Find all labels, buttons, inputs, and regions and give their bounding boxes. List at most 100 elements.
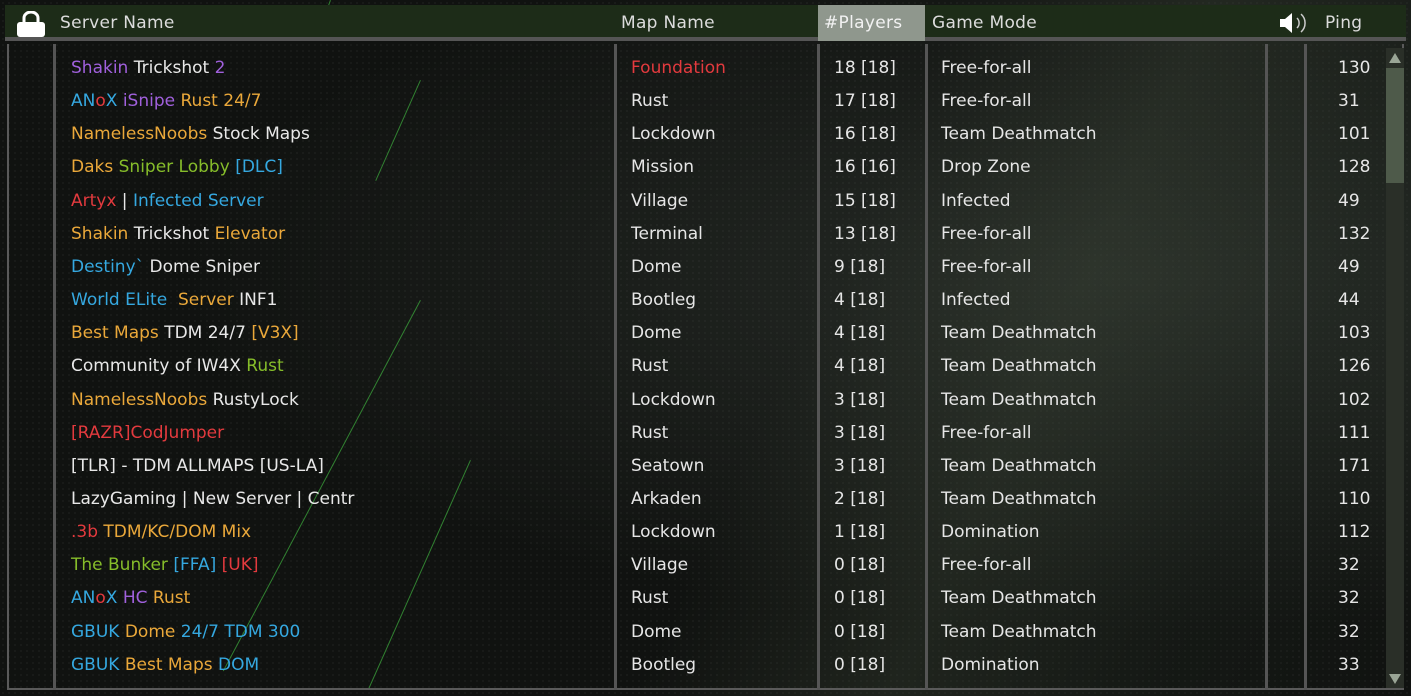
server-row[interactable]: [TLR] - TDM ALLMAPS [US-LA] Seatown 3 [18]… [0,450,1411,483]
server-name: Community of IW4X Rust [71,350,284,383]
server-name-segment: Community of IW4X [71,356,247,377]
server-row[interactable]: LazyGaming | New Server | Centr Arkaden 2 … [0,483,1411,516]
ping-value: 49 [1338,256,1360,277]
server-row[interactable]: Community of IW4X Rust Rust 4 [18] Team Dea… [0,350,1411,383]
game-mode: Free-for-all [941,58,1032,78]
server-row[interactable]: The Bunker [FFA] [UK] Village 0 [18] Free-f… [0,549,1411,582]
server-name-segment: 2 [214,58,226,78]
server-name-segment: Trickshot [133,223,215,244]
game-mode: Team Deathmatch [941,124,1097,145]
ping-value: 101 [1338,124,1371,145]
header-game-mode[interactable]: Game Mode [932,13,1038,33]
map-name: Bootleg [631,654,697,675]
server-name: The Bunker [FFA] [UK] [71,549,258,582]
column-divider [614,44,617,690]
server-name-segment: Dome [124,621,181,642]
game-mode: Free-for-all [941,555,1032,576]
game-mode: Free-for-all [941,91,1032,112]
server-name-segment: TDM/KC/DOM Mix [103,522,252,543]
server-row[interactable]: Destiny` Dome Sniper Dome 9 [18] Free-for-a… [0,251,1411,284]
server-name: Shakin Trickshot Elevator [71,218,285,251]
server-name-segment: RustyLock [212,389,299,410]
server-row[interactable]: [RAZR]CodJumper Rust 3 [18] Free-for-all 111 [0,417,1411,450]
server-row[interactable]: Best Maps TDM 24/7 [V3X] Dome 4 [18] Team D… [0,317,1411,350]
server-row[interactable]: Shakin Trickshot Elevator Terminal 13 [18]… [0,218,1411,251]
ping-value: 132 [1338,223,1371,244]
server-name-segment: X [105,588,123,609]
server-name-segment: Daks [71,157,119,178]
player-count: 4 [18] [834,356,886,377]
game-mode: Team Deathmatch [941,356,1097,377]
server-name: World ELite Server INF1 [71,284,277,317]
server-name: Best Maps TDM 24/7 [V3X] [71,317,299,350]
scrollbar-thumb[interactable] [1386,68,1404,183]
game-mode: Domination [941,522,1040,543]
server-name-segment: Shakin [71,223,134,244]
map-name: Arkaden [631,488,702,509]
server-name-segment: Infected Server [132,190,264,211]
ping-value: 126 [1338,356,1371,377]
ping-value: 102 [1338,389,1371,410]
server-name-segment: Rust [152,588,191,609]
player-count: 4 [18] [834,290,886,311]
map-name: Lockdown [631,522,716,543]
ping-value: 130 [1338,58,1371,78]
ping-value: 33 [1338,654,1360,675]
scroll-up-icon[interactable] [1389,53,1401,63]
player-count: 15 [18] [834,190,896,211]
server-name-segment: Rust 24/7 [180,91,262,112]
server-row[interactable]: NamelessNoobs Stock Maps Lockdown 16 [18] T… [0,118,1411,151]
game-mode: Team Deathmatch [941,389,1097,410]
server-name: GBUK Best Maps DOM [71,649,259,682]
server-name-segment: Server [178,290,240,311]
server-name: ANoX iSnipe Rust 24/7 [71,85,261,118]
ping-value: 32 [1338,621,1360,642]
player-count: 3 [18] [834,455,886,476]
map-name: Foundation [631,58,726,78]
map-name: Village [631,555,689,576]
ping-value: 110 [1338,488,1371,509]
scroll-down-icon[interactable] [1389,674,1401,684]
header-players[interactable]: #Players [818,5,925,41]
server-name-segment: HC [122,588,153,609]
server-row[interactable]: Daks Sniper Lobby [DLC] Mission 16 [16] Dro… [0,151,1411,184]
player-count: 13 [18] [834,223,896,244]
ping-value: 49 [1338,190,1360,211]
player-count: 0 [18] [834,654,886,675]
server-row[interactable]: Artyx | Infected Server Village 15 [18] Inf… [0,185,1411,218]
server-name: GBUK Dome 24/7 TDM 300 [71,616,300,649]
scrollbar[interactable] [1386,48,1404,688]
map-name: Terminal [631,223,703,244]
player-count: 16 [18] [834,124,896,145]
server-name-segment: NamelessNoobs [71,389,213,410]
header-server-name[interactable]: Server Name [60,13,175,33]
server-name-segment: o [95,588,106,609]
server-name-segment: NamelessNoobs [71,124,213,145]
server-name-segment: Best Maps [124,654,219,675]
player-count: 3 [18] [834,389,886,410]
server-row[interactable]: World ELite Server INF1 Bootleg 4 [18] Infe… [0,284,1411,317]
server-row[interactable]: ANoX HC Rust Rust 0 [18] Team Deathmatch 32 [0,582,1411,615]
server-row[interactable]: GBUK Best Maps DOM Bootleg 0 [18] Dominatio… [0,649,1411,682]
header-ping[interactable]: Ping [1325,13,1363,33]
header-map-name[interactable]: Map Name [621,13,715,33]
lock-icon[interactable] [16,11,46,37]
server-name-segment: GBUK [71,621,125,642]
game-mode: Free-for-all [941,422,1032,443]
server-name-segment: Sniper Lobby [118,157,236,178]
server-name-segment: [TLR] - TDM ALLMAPS [US-LA] [71,455,324,476]
server-name-segment: Artyx [71,190,117,211]
server-row[interactable]: ANoX iSnipe Rust 24/7 Rust 17 [18] Free-for… [0,85,1411,118]
map-name: Dome [631,621,682,642]
server-row[interactable]: .3b TDM/KC/DOM Mix Lockdown 1 [18] Dominati… [0,516,1411,549]
speaker-icon[interactable] [1278,11,1310,35]
player-count: 1 [18] [834,522,886,543]
column-divider [53,44,56,690]
player-count: 17 [18] [834,91,896,112]
server-row[interactable]: NamelessNoobs RustyLock Lockdown 3 [18] Tea… [0,384,1411,417]
server-row[interactable]: Shakin Trickshot 2 Foundation 18 [18] Free-… [0,52,1411,85]
server-name: Destiny` Dome Sniper [71,251,260,284]
server-name-segment: [UK] [221,555,259,576]
server-row[interactable]: GBUK Dome 24/7 TDM 300 Dome 0 [18] Team Dea… [0,616,1411,649]
